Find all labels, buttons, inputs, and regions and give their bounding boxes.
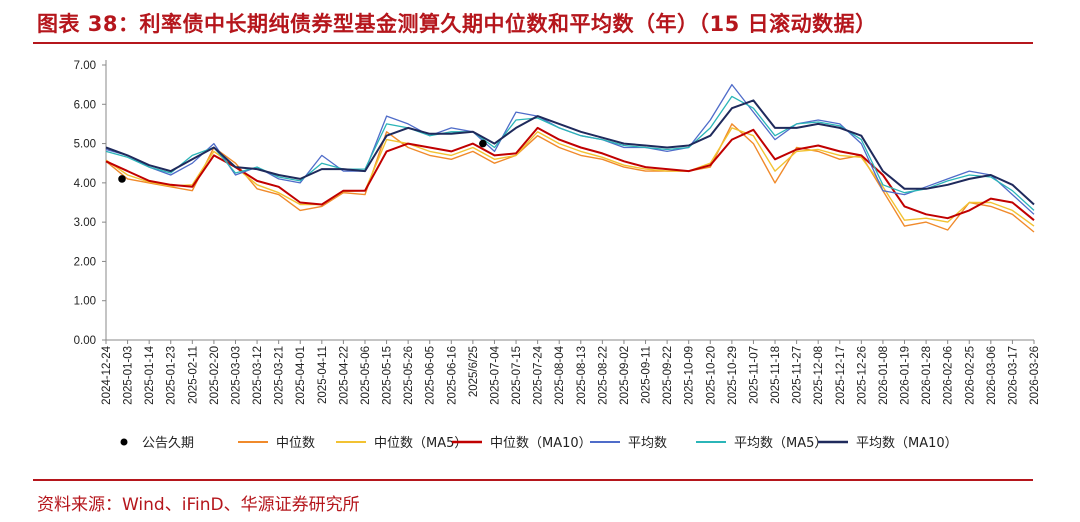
- series-line-1: [105, 123, 1035, 233]
- legend-label: 中位数（MA5）: [374, 436, 467, 451]
- legend-label: 平均数: [628, 436, 667, 451]
- x-tick-label: 2025-10-09: [684, 346, 696, 405]
- x-tick-label: 2026-03-26: [1029, 346, 1041, 405]
- x-tick-label: 2025-04-11: [317, 346, 329, 404]
- x-axis: 2024-12-24 2025-01-03 2025-01-14 2025-01-23…: [101, 339, 1041, 405]
- x-tick-label: 2025-01-23: [166, 346, 178, 405]
- x-tick-label: 2024-12-24: [101, 345, 113, 404]
- x-tick-label: 2025-08-04: [554, 345, 566, 404]
- x-tick-label: 2025-05-26: [403, 346, 415, 405]
- legend-label: 中位数: [276, 436, 315, 451]
- marker-points: [118, 139, 487, 183]
- x-tick-label: 2025-06-16: [446, 346, 458, 405]
- x-tick-label: 2026-03-17: [1007, 346, 1019, 405]
- x-tick-label: 2025-05-06: [360, 346, 372, 405]
- y-tick-label: 2.00: [74, 256, 96, 268]
- x-tick-label: 2025-12-17: [835, 346, 847, 405]
- x-tick-label: 2025-12-26: [856, 346, 868, 405]
- y-axis: 0.00 1.00 2.00 3.00 4.00 5.00 6.00 7.00: [74, 60, 107, 347]
- x-tick-label: 2025-03-03: [230, 346, 242, 405]
- series-line-3: [105, 126, 1035, 221]
- legend: 公告久期 中位数 中位数（MA5） 中位数（MA10） 平均数 平均数（MA5） 平均数（M…: [120, 436, 958, 451]
- x-tick-label: 2025-08-13: [576, 346, 588, 405]
- x-tick-label: 2025-09-02: [619, 346, 631, 405]
- x-tick-label: 2026-01-19: [900, 346, 912, 405]
- x-tick-label: 2025-09-22: [662, 346, 674, 405]
- x-tick-label: 2025-08-22: [597, 346, 609, 405]
- x-tick-label: 2025-03-21: [274, 346, 286, 405]
- x-tick-label: 2026-01-08: [878, 346, 890, 405]
- series-line-6: [105, 99, 1035, 206]
- x-tick-label: 2025-12-08: [813, 346, 825, 405]
- x-tick-label: 2025-09-11: [641, 346, 653, 404]
- chart-title: 图表 38：利率债中长期纯债券型基金测算久期中位数和平均数（年）（15 日滚动数…: [37, 12, 877, 36]
- x-tick-label: 2025-10-29: [727, 346, 739, 405]
- x-tick-label: 2026-02-06: [943, 346, 955, 405]
- legend-label: 中位数（MA10）: [490, 436, 592, 451]
- x-tick-label: 2025-05-15: [382, 346, 394, 405]
- y-tick-label: 5.00: [74, 139, 96, 151]
- legend-label: 公告久期: [142, 436, 194, 451]
- x-tick-label: 2025-11-27: [792, 346, 804, 404]
- x-tick-label: 2026-03-06: [986, 346, 998, 405]
- legend-swatch-marker: [120, 438, 128, 446]
- legend-label: 平均数（MA5）: [734, 436, 827, 451]
- y-tick-label: 6.00: [74, 99, 96, 111]
- x-tick-label: 2025-06-05: [425, 346, 437, 405]
- x-tick-label: 2025-03-12: [252, 346, 264, 405]
- x-tick-label: 2025-07-04: [489, 345, 501, 404]
- y-tick-label: 1.00: [74, 296, 96, 308]
- x-tick-label: 2026-01-28: [921, 346, 933, 405]
- duration-chart: 0.00 1.00 2.00 3.00 4.00 5.00 6.00 7.00 2024-12…: [74, 60, 1041, 451]
- y-tick-label: 3.00: [74, 217, 96, 229]
- x-tick-label: 2026-02-25: [964, 346, 976, 405]
- source-rule: [33, 479, 1033, 481]
- series-line-4: [105, 83, 1035, 215]
- y-tick-label: 7.00: [74, 60, 96, 72]
- x-tick-label: 2025-02-11: [187, 346, 199, 404]
- x-tick-label: 2025-07-24: [533, 345, 545, 404]
- source-note: 资料来源：Wind、iFinD、华源证券研究所: [37, 495, 360, 515]
- x-tick-label: 2025-04-22: [338, 346, 350, 405]
- x-tick-label: 2025-04-01: [295, 346, 307, 405]
- x-tick-label: 2025-10-20: [705, 346, 717, 405]
- x-tick-label: 2025-02-20: [209, 346, 221, 405]
- y-tick-label: 4.00: [74, 178, 96, 190]
- legend-label: 平均数（MA10）: [856, 436, 958, 451]
- x-tick-label: 2025-11-07: [748, 346, 760, 404]
- series-line-5: [105, 95, 1035, 211]
- title-rule: [33, 42, 1033, 44]
- series-lines: [105, 83, 1035, 233]
- x-tick-label: 2025-01-14: [144, 345, 156, 404]
- x-tick-label: 2025/6/25: [468, 346, 480, 397]
- x-tick-label: 2025-01-03: [123, 346, 135, 405]
- x-tick-label: 2025-11-18: [770, 346, 782, 404]
- marker-point: [118, 175, 126, 183]
- y-tick-label: 0.00: [74, 335, 96, 347]
- x-tick-label: 2025-07-15: [511, 346, 523, 405]
- marker-point: [479, 139, 487, 148]
